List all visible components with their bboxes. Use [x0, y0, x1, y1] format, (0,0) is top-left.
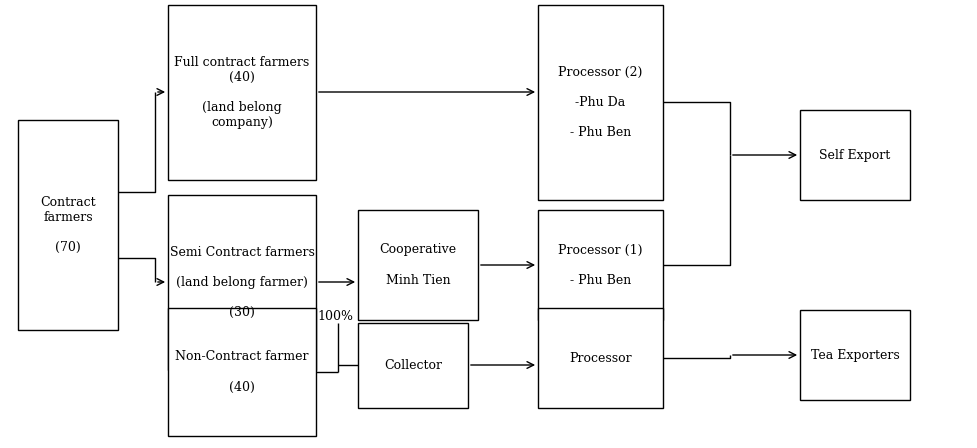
- Text: Semi Contract farmers

(land belong farmer)

(30): Semi Contract farmers (land belong farme…: [169, 246, 315, 319]
- Bar: [799, 310, 909, 400]
- Text: Processor (2)

-Phu Da

- Phu Ben: Processor (2) -Phu Da - Phu Ben: [558, 66, 642, 139]
- Bar: [18, 120, 118, 330]
- Bar: [537, 5, 662, 200]
- Text: Collector: Collector: [384, 359, 442, 372]
- Text: Self Export: Self Export: [819, 148, 890, 161]
- Text: Non-Contract farmer

(40): Non-Contract farmer (40): [175, 350, 309, 393]
- Bar: [537, 308, 662, 408]
- Bar: [168, 195, 316, 370]
- Text: Cooperative

Minh Tien: Cooperative Minh Tien: [379, 244, 456, 287]
- Bar: [358, 323, 468, 408]
- Text: Tea Exporters: Tea Exporters: [810, 349, 899, 362]
- Text: Contract
farmers

(70): Contract farmers (70): [40, 196, 96, 254]
- Text: Full contract farmers
(40)

(land belong
company): Full contract farmers (40) (land belong …: [174, 56, 310, 129]
- Text: Processor: Processor: [569, 352, 631, 365]
- Bar: [168, 308, 316, 436]
- Bar: [799, 110, 909, 200]
- Bar: [537, 210, 662, 320]
- Bar: [168, 5, 316, 180]
- Text: 100%: 100%: [317, 310, 353, 323]
- Bar: [358, 210, 478, 320]
- Text: Processor (1)

- Phu Ben: Processor (1) - Phu Ben: [558, 244, 642, 287]
